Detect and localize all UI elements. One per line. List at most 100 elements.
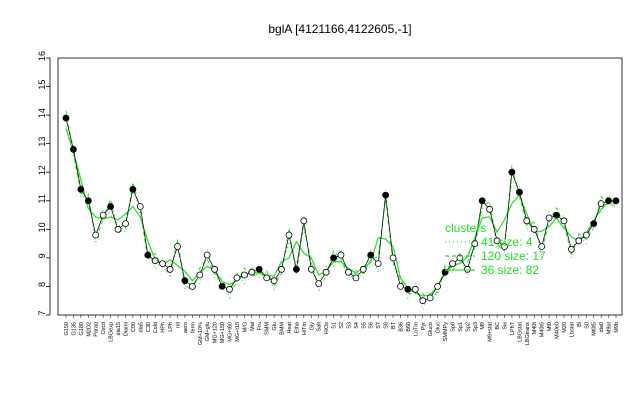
data-point xyxy=(605,197,612,205)
data-point xyxy=(300,217,308,225)
data-point xyxy=(441,268,449,276)
x-tick-label: GM+10% xyxy=(198,322,204,345)
y-tick-label: 7 xyxy=(37,310,47,315)
data-point xyxy=(463,265,471,273)
data-point xyxy=(270,277,278,285)
data-point xyxy=(404,285,412,293)
data-point xyxy=(226,285,233,293)
data-point xyxy=(501,243,508,250)
data-point xyxy=(159,260,167,268)
x-tick-label: MG+150 xyxy=(220,322,226,343)
data-point xyxy=(211,265,219,273)
x-tick-label: aero xyxy=(183,322,189,333)
data-point xyxy=(434,282,442,290)
data-point xyxy=(107,203,114,210)
x-tick-label: Sp3 xyxy=(473,322,479,332)
x-tick-label: BT xyxy=(391,321,397,329)
x-tick-label: G150 xyxy=(64,322,70,335)
data-point xyxy=(382,191,390,199)
x-tick-label: Mal xyxy=(250,322,256,331)
chart-title: bglA [4121166,4122605,-1] xyxy=(268,22,411,36)
x-tick-label: Sp0 xyxy=(450,322,456,332)
y-tick-label: 15 xyxy=(37,80,47,90)
data-point xyxy=(419,297,427,305)
data-point xyxy=(359,265,367,273)
data-point xyxy=(122,220,129,228)
x-tick-label: S8 xyxy=(384,322,390,329)
data-point xyxy=(292,265,300,273)
x-tick-label: S4 xyxy=(354,322,360,329)
legend-entry: 36 size: 82 xyxy=(481,263,539,277)
y-ticks: 7 8 9 10 11 12 13 14 15 16 xyxy=(37,51,50,316)
plot-frame xyxy=(57,57,623,316)
data-point xyxy=(188,282,196,290)
x-tick-label: Gly xyxy=(309,322,315,331)
x-tick-label: S2 xyxy=(339,322,345,329)
x-tick-label: Sp1 xyxy=(458,322,464,332)
data-point xyxy=(352,274,360,282)
x-tick-label: M40e0 xyxy=(555,322,561,339)
x-tick-label: Sw xyxy=(503,322,509,330)
x-tick-label: LBGexp xyxy=(109,322,115,342)
data-point xyxy=(612,197,620,205)
x-tick-label: S6 xyxy=(369,322,375,329)
x-tick-label: ferm xyxy=(190,322,196,333)
data-point xyxy=(92,231,100,239)
x-tick-label: S7 xyxy=(376,322,382,329)
x-tick-label: Pyr xyxy=(421,322,427,330)
x-tick-label: Sp2 xyxy=(465,322,471,332)
data-points xyxy=(62,114,620,305)
data-point xyxy=(449,260,456,268)
x-tick-label: dia5 xyxy=(138,322,144,332)
data-point xyxy=(426,294,434,302)
x-tick-label: Etha xyxy=(294,321,300,333)
x-tick-label: LPhT xyxy=(510,321,516,335)
x-tick-label: Diami xyxy=(123,322,129,336)
data-point xyxy=(285,231,293,239)
x-tick-label: Lbstat xyxy=(569,322,575,337)
x-tick-label: B36 xyxy=(398,322,404,332)
x-tick-label: M9pt xyxy=(607,322,613,335)
data-point xyxy=(144,251,152,259)
data-point xyxy=(255,265,263,273)
y-tick-label: 10 xyxy=(37,222,47,232)
x-tick-label: M40t xyxy=(532,322,538,335)
data-point xyxy=(263,274,271,282)
data-point xyxy=(196,271,204,279)
x-tick-label: M9b xyxy=(614,322,620,333)
legend-entry: 120 size: 17 xyxy=(481,249,546,263)
x-tick-label: Gluco xyxy=(428,322,434,336)
data-point xyxy=(166,265,174,273)
x-tick-label: MG+120 xyxy=(213,322,219,343)
data-point xyxy=(337,251,345,259)
data-point xyxy=(560,217,568,225)
x-tick-label: SMMPy xyxy=(443,322,449,342)
data-point xyxy=(248,268,256,276)
data-point xyxy=(151,257,159,265)
x-tick-label: S0 xyxy=(584,322,590,329)
data-point xyxy=(307,265,315,273)
x-tick-label: Oxctl xyxy=(101,322,107,335)
data-point xyxy=(538,243,546,250)
data-point xyxy=(136,203,144,210)
y-tick-label: 12 xyxy=(37,165,47,175)
data-point xyxy=(397,282,404,290)
x-tick-label: M40t5 xyxy=(540,322,546,337)
data-point xyxy=(530,225,538,233)
x-tick-label: HPh xyxy=(161,322,167,333)
data-point xyxy=(322,268,330,276)
x-tick-label: Bl xyxy=(577,322,583,327)
data-point xyxy=(240,271,248,279)
legend-entry: clusters xyxy=(445,221,486,235)
x-tick-label: G135 xyxy=(71,322,77,335)
data-point xyxy=(575,237,583,245)
data-point xyxy=(486,205,494,213)
x-tick-label: M/G xyxy=(242,322,248,332)
data-point xyxy=(330,254,338,262)
data-point xyxy=(471,240,479,248)
x-tick-label: nit xyxy=(175,322,181,328)
data-point xyxy=(553,211,560,219)
data-point xyxy=(493,237,501,245)
